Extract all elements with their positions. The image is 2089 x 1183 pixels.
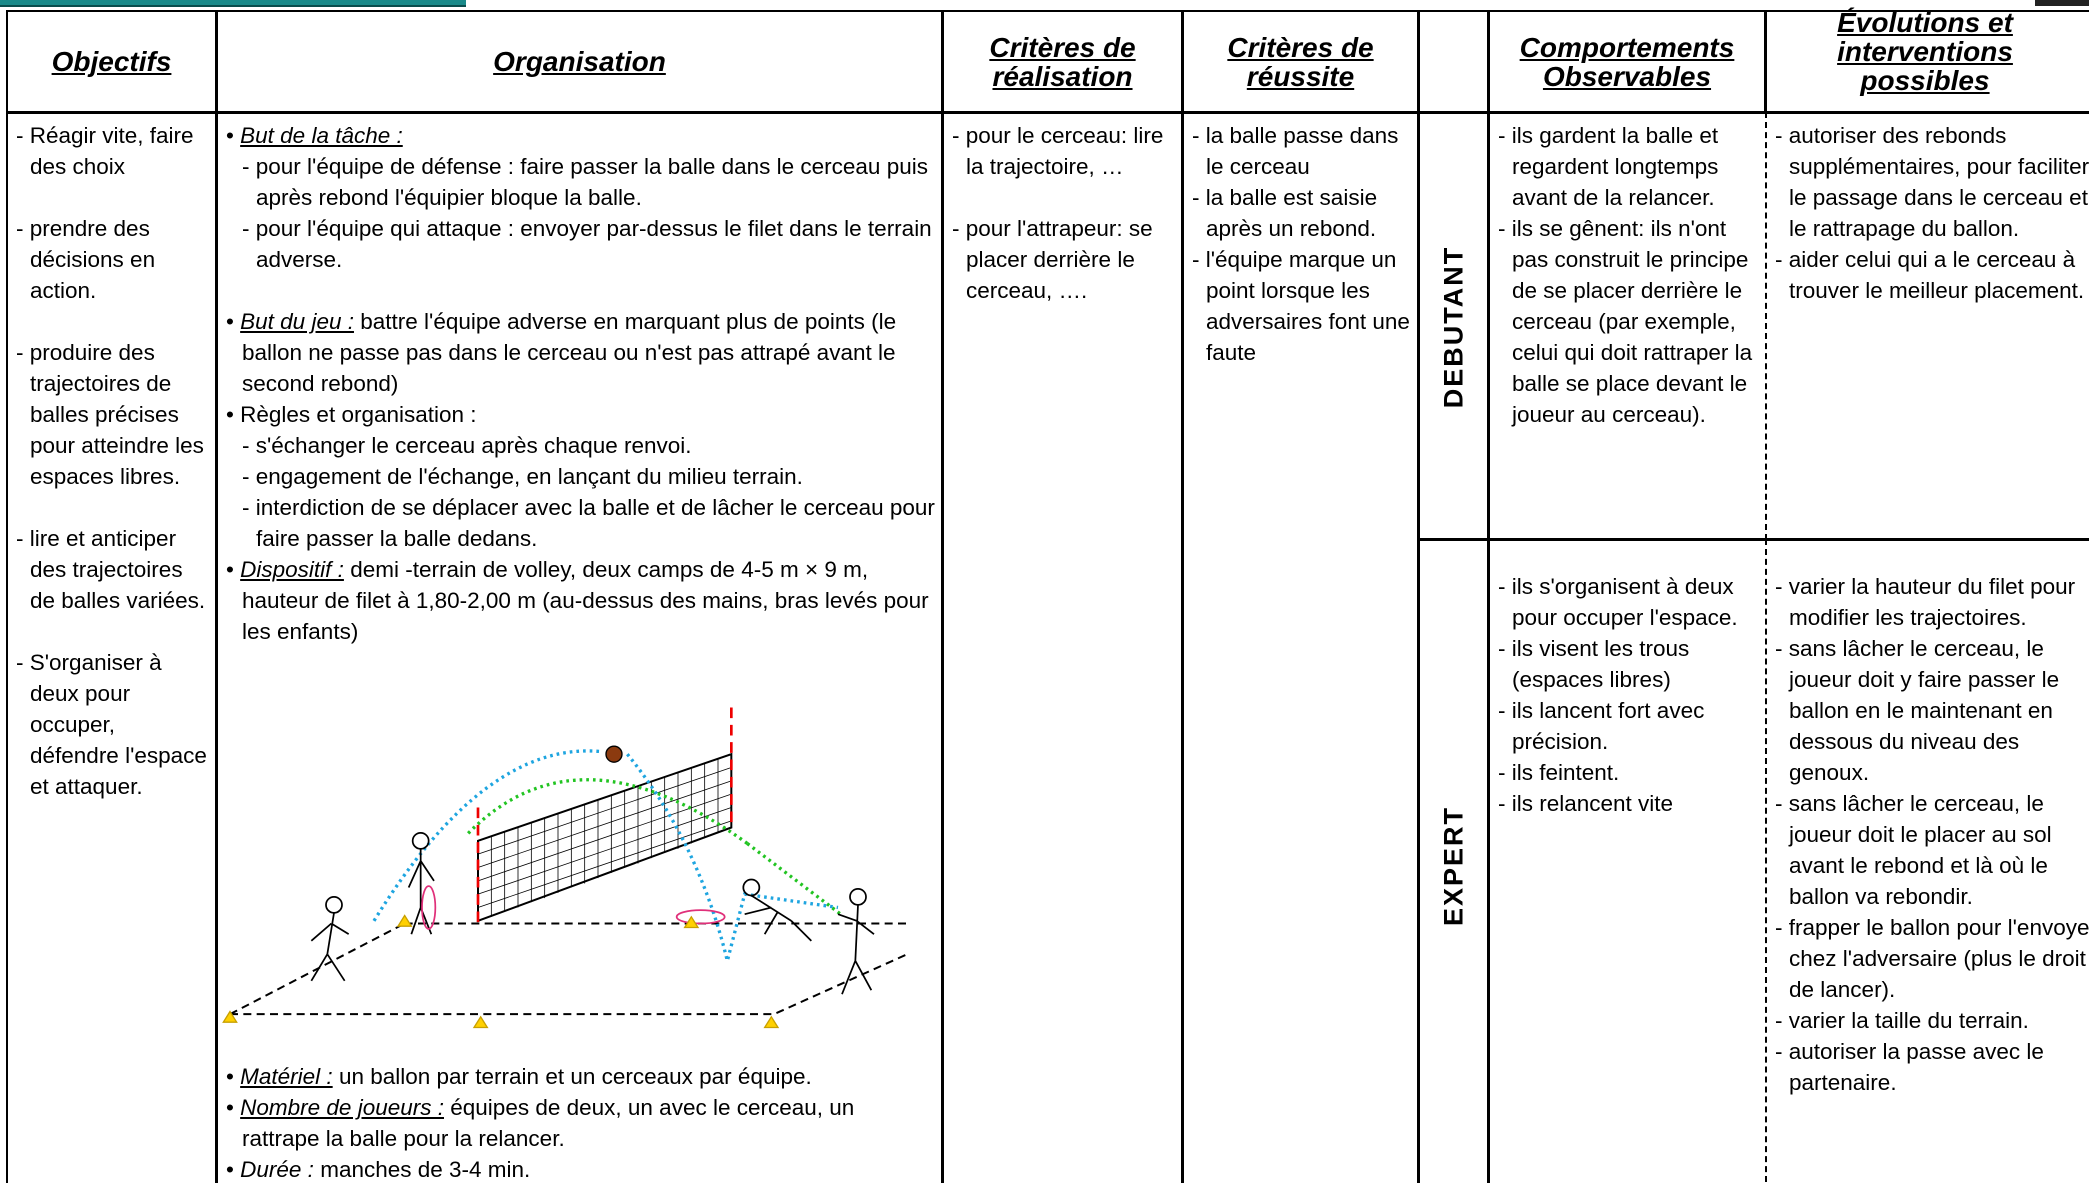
illustration: [222, 707, 908, 1029]
spacer: [952, 182, 1175, 213]
bullet: •: [226, 557, 241, 582]
item-label: Dispositif :: [240, 557, 344, 582]
item-label: Matériel :: [240, 1064, 333, 1089]
bullet: •: [226, 309, 241, 334]
level-label: DEBUTANT: [1438, 245, 1469, 409]
list-item: - frapper le ballon pour l'envoyer chez …: [1775, 915, 2089, 1002]
list-item: - autoriser la passe avec le partenaire.: [1775, 1039, 2044, 1095]
list-item: - pour l'attrapeur: se placer derrière l…: [952, 216, 1153, 303]
list-item: - autoriser des rebonds supplémentaires,…: [1775, 123, 2089, 241]
header-cell: Critères de réussite: [1182, 10, 1419, 113]
sub-item: - pour l'équipe de défense : faire passe…: [242, 154, 928, 210]
list-item: - l'équipe marque un point lorsque les a…: [1192, 247, 1410, 365]
list-item: - prendre des décisions en action.: [16, 216, 156, 303]
list-item: - la balle est saisie après un rebond.: [1192, 185, 1378, 241]
top-mark: [2035, 0, 2089, 6]
list-item: - ils relancent vite: [1498, 791, 1674, 816]
list-item: - ils se gênent: ils n'ont pas construit…: [1498, 216, 1753, 427]
header-cell: Organisation: [216, 10, 943, 113]
list-item: - sans lâcher le cerceau, le joueur doit…: [1775, 791, 2052, 909]
organisation-top: • But de la tâche : - pour l'équipe de d…: [226, 120, 935, 647]
list-item: - la balle passe dans le cerceau: [1192, 123, 1399, 179]
spacer: [226, 275, 935, 306]
item-text: Règles et organisation :: [240, 402, 477, 427]
bullet: •: [226, 1095, 241, 1120]
bullet: •: [226, 402, 241, 427]
header-cell: Comportements Observables: [1488, 10, 1766, 113]
bullet-item: • Matériel : un ballon par terrain et un…: [226, 1061, 937, 1092]
spacer: [16, 182, 209, 213]
header-cell: Objectifs: [6, 10, 217, 113]
list-item: - ils visent les trous (espaces libres): [1498, 636, 1690, 692]
list-item: - S'organiser à deux pour occuper, défen…: [16, 650, 207, 799]
bullet-item: • But du jeu : battre l'équipe adverse e…: [226, 306, 935, 399]
header: Comportements Observables: [1519, 31, 1735, 92]
bullet-item: • Règles et organisation :: [226, 399, 935, 430]
list-item: - ils s'organisent à deux pour occuper l…: [1498, 574, 1738, 630]
bullet-item: • Dispositif : demi -terrain de volley, …: [226, 554, 935, 647]
header: Organisation: [493, 46, 666, 77]
criteria-realisation-cell: - pour le cerceau: lire la trajectoire, …: [942, 112, 1183, 1183]
bullet-item: • Nombre de joueurs : équipes de deux, u…: [226, 1092, 937, 1154]
item-label: But du jeu :: [240, 309, 354, 334]
behaviours-cell: - ils s'organisent à deux pour occuper l…: [1488, 539, 1766, 1183]
level-label: EXPERT: [1438, 805, 1469, 927]
item-label: Nombre de joueurs :: [240, 1095, 444, 1120]
item-label: Durée :: [240, 1157, 314, 1182]
bullet: •: [226, 1157, 241, 1182]
bullet: •: [226, 123, 241, 148]
header-cell: Critères de réalisation: [942, 10, 1183, 113]
item-text: un ballon par terrain et un cerceaux par…: [338, 1064, 812, 1089]
item-text: battre l'équipe adverse en marquant plus…: [242, 309, 897, 396]
header: Critères de réussite: [1227, 31, 1374, 92]
item-label: But de la tâche :: [240, 123, 403, 148]
organisation-cell: • But de la tâche : - pour l'équipe de d…: [216, 112, 943, 1183]
list-item: - sans lâcher le cerceau, le joueur doit…: [1775, 636, 2060, 785]
sub-item: - pour l'équipe qui attaque : envoyer pa…: [242, 216, 932, 272]
evolutions-cell: - varier la hauteur du filet pour modifi…: [1765, 539, 2089, 1183]
bullet-item: • But de la tâche :: [226, 120, 935, 151]
sub-item: - engagement de l'échange, en lançant du…: [242, 464, 803, 489]
list-item: - ils gardent la balle et regardent long…: [1498, 123, 1719, 210]
top-bar: [0, 0, 466, 7]
evolutions-cell: - autoriser des rebonds supplémentaires,…: [1765, 112, 2089, 540]
spacer: [16, 306, 209, 337]
sub-item: - s'échanger le cerceau après chaque ren…: [242, 433, 692, 458]
list-item: - lire et anticiper des trajectoires de …: [16, 526, 206, 613]
spacer: [16, 492, 209, 523]
list-item: - aider celui qui a le cerceau à trouver…: [1775, 247, 2085, 303]
header: Objectifs: [51, 46, 172, 77]
item-text: demi -terrain de volley, deux camps de 4…: [242, 557, 929, 644]
header-cell: Évolutions et interventions possibles: [1765, 7, 2089, 113]
list-item: - Réagir vite, faire des choix: [16, 123, 194, 179]
list-item: - ils feintent.: [1498, 760, 1620, 785]
list-item: - pour le cerceau: lire la trajectoire, …: [952, 123, 1164, 179]
item-text: équipes de deux, un avec le cerceau, un …: [242, 1095, 855, 1151]
list-item: - ils lancent fort avec précision.: [1498, 698, 1705, 754]
spacer: [16, 616, 209, 647]
sub-item: - interdiction de se déplacer avec la ba…: [242, 495, 935, 551]
list-item: - varier la taille du terrain.: [1775, 1008, 2029, 1033]
bullet-item: • Durée : manches de 3-4 min.: [226, 1154, 937, 1183]
header: Évolutions et interventions possibles: [1837, 7, 2013, 96]
organisation-bottom: • Matériel : un ballon par terrain et un…: [226, 1061, 937, 1183]
list-item: - produire des trajectoires de balles pr…: [16, 340, 204, 489]
bullet: •: [226, 1064, 241, 1089]
behaviours-cell: - ils gardent la balle et regardent long…: [1488, 112, 1766, 540]
objectives-cell: - Réagir vite, faire des choix - prendre …: [6, 112, 217, 1183]
list-item: - varier la hauteur du filet pour modifi…: [1775, 574, 2076, 630]
header: Critères de réalisation: [989, 31, 1136, 92]
header-cell: [1418, 10, 1489, 113]
criteria-reussite-cell: - la balle passe dans le cerceau - la bal…: [1182, 112, 1419, 1183]
item-text: manches de 3-4 min.: [320, 1157, 531, 1182]
